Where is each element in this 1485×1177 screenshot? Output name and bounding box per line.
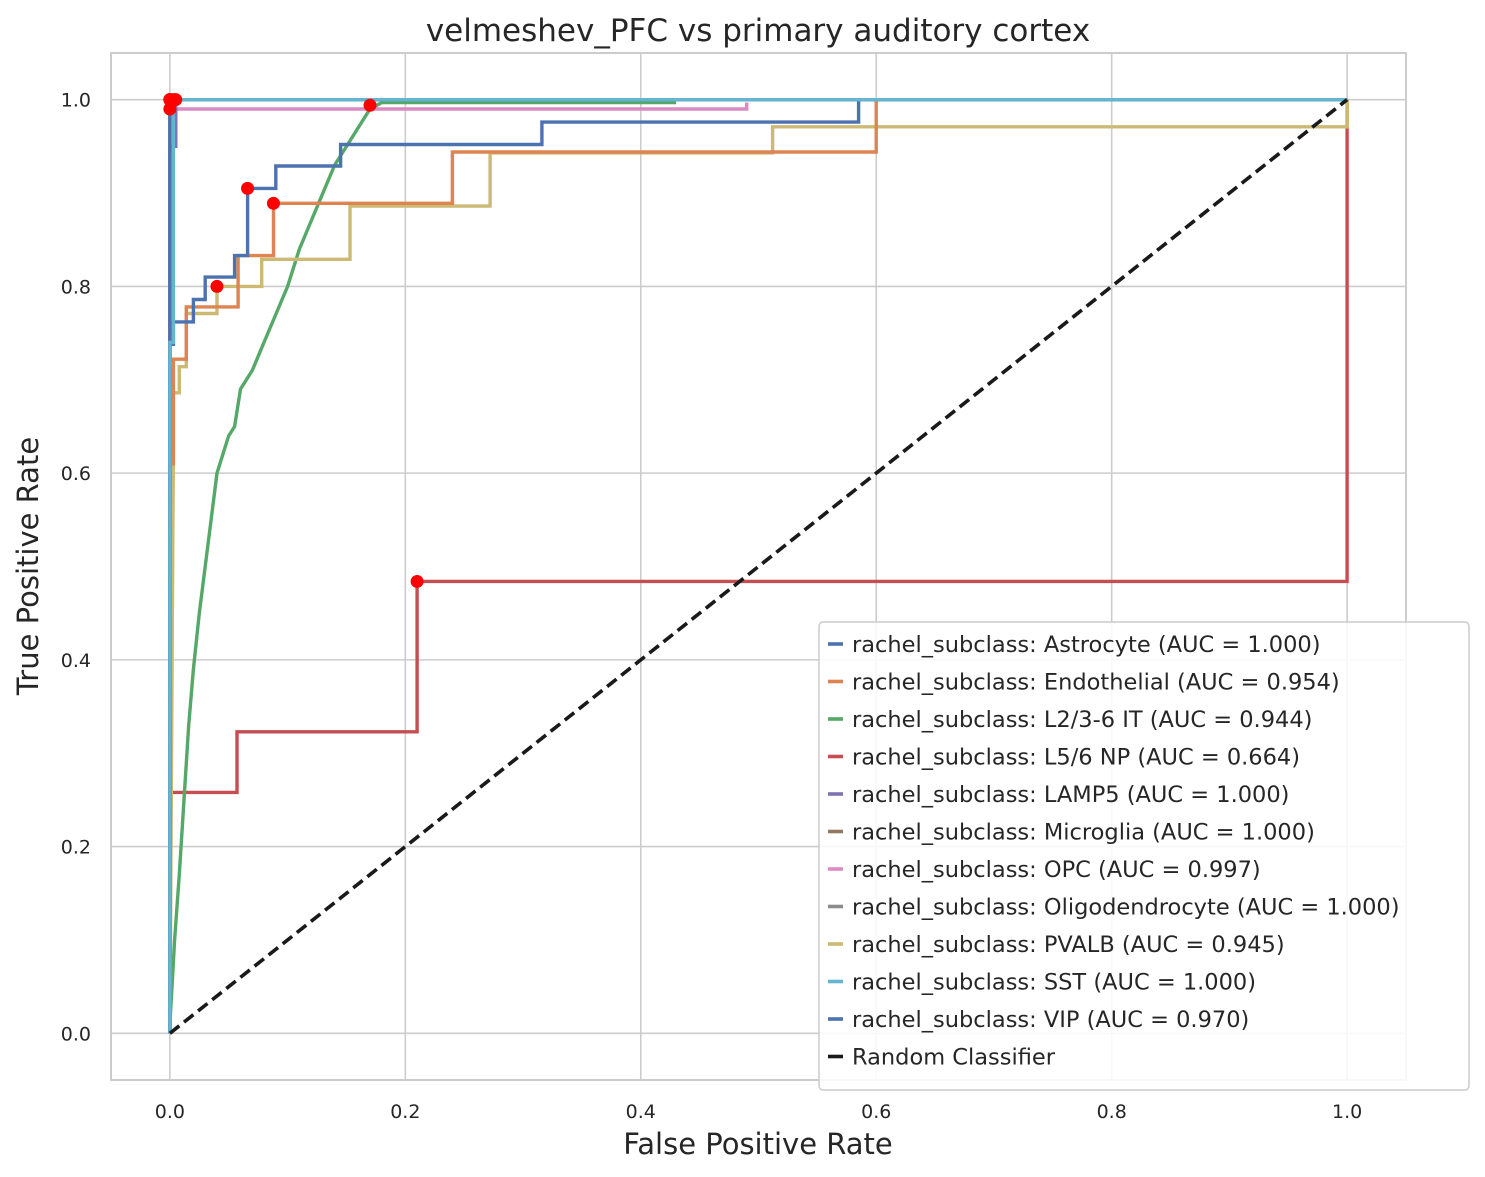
legend-entry: rachel_subclass: L2/3-6 IT (AUC = 0.944) <box>852 707 1312 733</box>
y-tick-label: 0.2 <box>61 837 91 859</box>
x-tick-label: 0.8 <box>1097 1101 1127 1123</box>
legend-entry: rachel_subclass: VIP (AUC = 0.970) <box>852 1007 1249 1033</box>
plot-series <box>168 97 1349 1035</box>
legend-entry: Random Classifier <box>852 1045 1056 1071</box>
series-line-3 <box>168 99 1349 1034</box>
plot-frame <box>110 52 1407 1081</box>
chart-title: velmeshev_PFC vs primary auditory cortex <box>426 13 1090 49</box>
x-axis-label: False Positive Rate <box>623 1127 893 1161</box>
series-line-2 <box>168 100 677 1025</box>
x-axis-ticks: 0.0 0.2 0.4 0.6 0.8 1.0 <box>155 1101 1362 1123</box>
threshold-marker-9 <box>166 93 180 107</box>
y-axis-label: True Positive Rate <box>11 437 45 696</box>
x-tick-label: 0.6 <box>861 1101 891 1123</box>
y-tick-label: 1.0 <box>61 90 91 112</box>
series-line-9 <box>168 97 1348 1034</box>
legend-entry: rachel_subclass: L5/6 NP (AUC = 0.664) <box>852 745 1300 771</box>
legend-entry: rachel_subclass: PVALB (AUC = 0.945) <box>852 932 1285 958</box>
x-tick-label: 0.4 <box>626 1101 656 1123</box>
y-tick-label: 0.0 <box>61 1023 91 1045</box>
threshold-marker-10 <box>241 181 255 195</box>
threshold-marker-2 <box>363 98 377 112</box>
series-line-11 <box>168 98 1349 1035</box>
legend-entry: rachel_subclass: Astrocyte (AUC = 1.000) <box>852 632 1321 658</box>
series-line-6 <box>168 102 749 1034</box>
threshold-marker-8 <box>210 279 224 293</box>
legend-entry: rachel_subclass: Endothelial (AUC = 0.95… <box>852 670 1340 696</box>
x-tick-label: 1.0 <box>1332 1101 1362 1123</box>
legend-entry: rachel_subclass: LAMP5 (AUC = 1.000) <box>852 782 1289 808</box>
legend-entry: rachel_subclass: Microglia (AUC = 1.000) <box>852 820 1315 846</box>
legend-entry: rachel_subclass: OPC (AUC = 0.997) <box>852 857 1261 883</box>
y-axis-ticks: 0.0 0.2 0.4 0.6 0.8 1.0 <box>61 90 91 1046</box>
threshold-marker-1 <box>266 196 280 210</box>
series-line-10 <box>168 97 1348 1034</box>
x-tick-label: 0.2 <box>390 1101 420 1123</box>
legend-entry: rachel_subclass: Oligodendrocyte (AUC = … <box>852 895 1400 921</box>
y-tick-label: 0.6 <box>61 463 91 485</box>
y-tick-label: 0.4 <box>61 650 91 672</box>
threshold-markers <box>163 93 424 588</box>
x-tick-label: 0.0 <box>155 1101 185 1123</box>
legend-box <box>818 621 1470 1091</box>
threshold-marker-3 <box>410 574 424 588</box>
y-tick-label: 0.8 <box>61 276 91 298</box>
legend: rachel_subclass: Astrocyte (AUC = 1.000)… <box>818 621 1470 1091</box>
legend-entry: rachel_subclass: SST (AUC = 1.000) <box>852 970 1256 996</box>
